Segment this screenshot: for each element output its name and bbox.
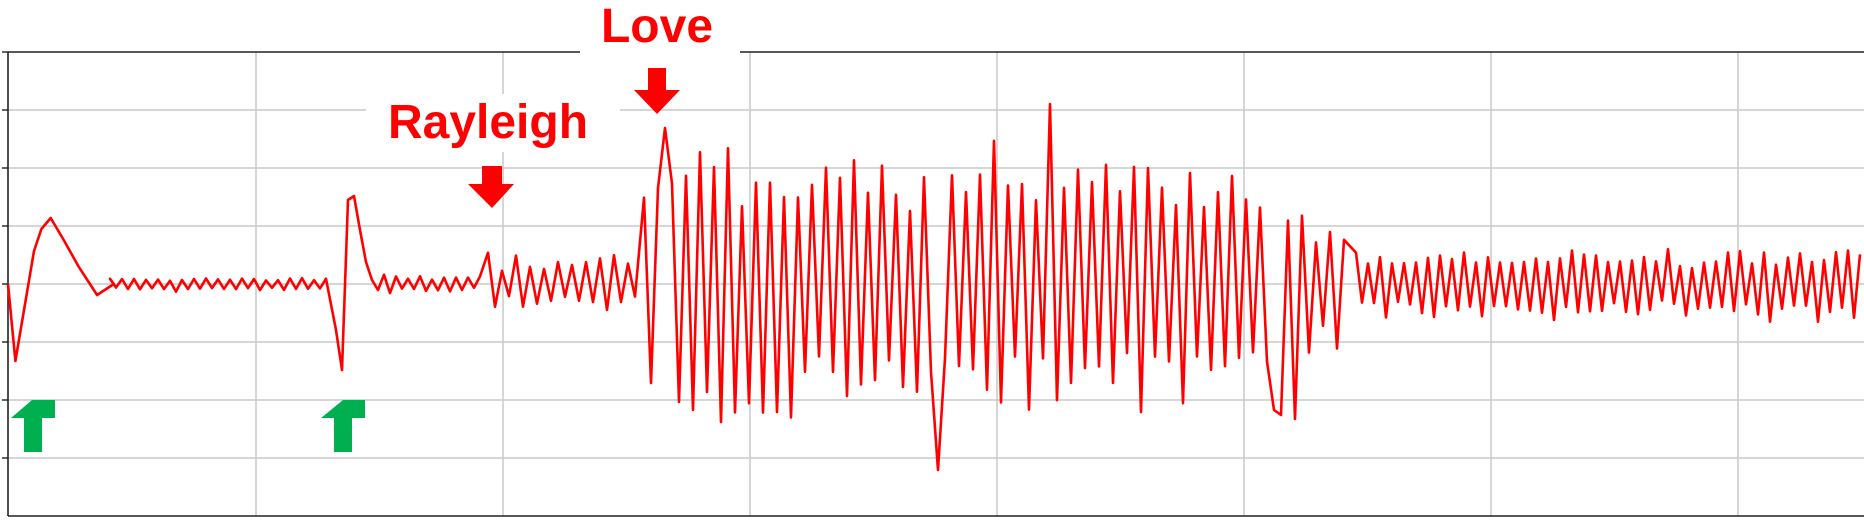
annotations: Love Rayleigh: [11, 0, 740, 452]
s-wave-arrow-up-icon: [321, 400, 365, 452]
love-label-background: [580, 0, 740, 60]
rayleigh-arrow-down-icon: [468, 166, 514, 208]
seismogram-trace: [6, 102, 1862, 472]
rayleigh-label-background: [366, 94, 620, 152]
p-wave-arrow-up-icon: [11, 400, 55, 452]
rayleigh-label: Rayleigh: [388, 96, 588, 149]
love-label: Love: [601, 0, 713, 53]
love-arrow-down-icon: [634, 68, 680, 114]
